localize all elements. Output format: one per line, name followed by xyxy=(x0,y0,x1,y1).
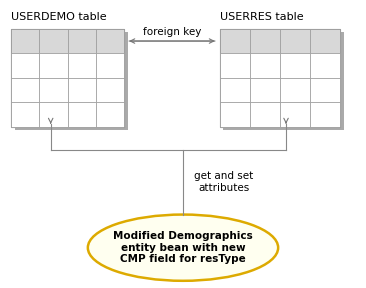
Bar xyxy=(220,29,250,53)
Bar xyxy=(68,102,96,127)
Bar xyxy=(15,32,128,130)
Text: Modified Demographics
entity bean with new
CMP field for resType: Modified Demographics entity bean with n… xyxy=(113,231,253,264)
Bar xyxy=(250,29,280,53)
Bar xyxy=(40,53,68,78)
Bar xyxy=(68,78,96,102)
Bar xyxy=(250,102,280,127)
Bar xyxy=(11,29,124,127)
Bar xyxy=(96,102,124,127)
Bar xyxy=(223,32,344,130)
Bar xyxy=(220,102,250,127)
Bar xyxy=(11,102,40,127)
Bar xyxy=(280,102,310,127)
Bar xyxy=(96,78,124,102)
Bar xyxy=(310,102,340,127)
Bar xyxy=(310,29,340,53)
Bar xyxy=(96,53,124,78)
Bar xyxy=(11,53,40,78)
Bar xyxy=(40,29,68,53)
Bar xyxy=(250,78,280,102)
Bar xyxy=(220,78,250,102)
Bar xyxy=(68,29,96,53)
Bar xyxy=(310,53,340,78)
Text: USERDEMO table: USERDEMO table xyxy=(11,12,107,22)
Bar xyxy=(40,102,68,127)
Bar xyxy=(280,53,310,78)
Bar xyxy=(68,53,96,78)
Text: get and set
attributes: get and set attributes xyxy=(194,171,253,193)
Bar xyxy=(310,78,340,102)
Bar xyxy=(11,29,40,53)
Text: USERRES table: USERRES table xyxy=(220,12,303,22)
Bar xyxy=(220,29,340,127)
Bar xyxy=(220,53,250,78)
Text: foreign key: foreign key xyxy=(143,27,201,37)
Bar xyxy=(40,78,68,102)
Bar xyxy=(280,29,310,53)
Bar xyxy=(280,78,310,102)
Bar xyxy=(96,29,124,53)
Bar xyxy=(250,53,280,78)
Bar xyxy=(11,78,40,102)
Ellipse shape xyxy=(88,215,278,281)
